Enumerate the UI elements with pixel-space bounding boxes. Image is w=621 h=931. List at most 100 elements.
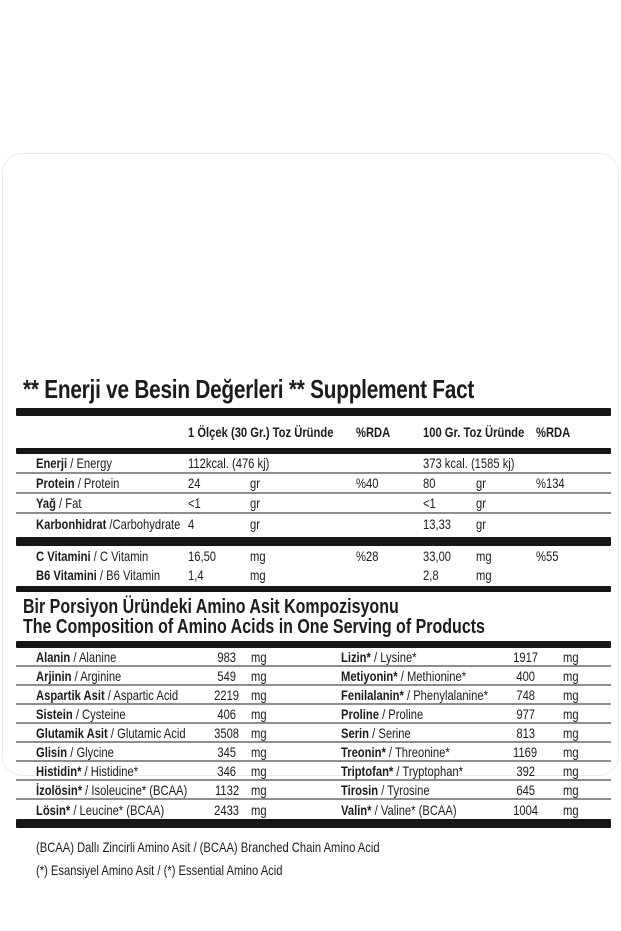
per100-rda [536, 517, 611, 531]
amino-name-right-en: / Methionine* [397, 667, 467, 684]
amino-name-left: Arjinin / Arginine [16, 669, 208, 683]
per100-unit: gr [476, 495, 486, 511]
amino-value-left: 1132 [214, 781, 240, 798]
per100-rda: %55 [536, 547, 559, 564]
amino-heading-tr: Bir Porsiyon Üründeki Amino Asit Kompozi… [23, 596, 399, 618]
per100-unit: gr [476, 516, 486, 532]
serving-unit: gr [250, 495, 260, 511]
amino-unit-right: mg [563, 762, 579, 779]
amino-value-right: 813 [516, 724, 535, 741]
serving-rda: %40 [356, 475, 379, 491]
amino-name-left: Sistein / Cysteine [16, 707, 208, 721]
serving-value: 4 [188, 516, 195, 532]
col-header-per100: 100 Gr. Toz Üründe [423, 424, 525, 440]
per100-value: 2,8 [423, 566, 439, 583]
amino-value-right: 1917 [513, 648, 538, 665]
per100-rda [536, 496, 611, 510]
col-header-serving-rda: %RDA [356, 424, 391, 440]
amino-name-left: Aspartik Asit / Aspartic Acid [16, 688, 208, 702]
amino-name-left-en: / Glycine [67, 743, 114, 760]
amino-name-left: Glisin / Glycine [16, 745, 208, 759]
amino-name-left-en: / Leucine* (BCAA) [70, 801, 165, 818]
per100-unit: mg [476, 566, 492, 583]
amino-name-right-en: / Phenylalanine* [403, 686, 488, 703]
vitamin-row: C Vitamini / C Vitamin 16,50 mg %28 33,0… [16, 546, 611, 565]
amino-unit-left: mg [251, 781, 267, 798]
amino-value-right: 1169 [513, 743, 538, 760]
amino-value-left: 2433 [214, 801, 240, 818]
nutrition-header-row: 1 Ölçek (30 Gr.) Toz Üründe %RDA 100 Gr.… [16, 416, 611, 448]
amino-name-left-tr: Sistein [36, 705, 73, 722]
label-content: ** Enerji ve Besin Değerleri ** Suppleme… [16, 376, 611, 882]
vitamin-rows: C Vitamini / C Vitamin 16,50 mg %28 33,0… [16, 546, 611, 584]
amino-name-left-en: / Aspartic Acid [104, 686, 179, 703]
vitamin-name-en: / B6 Vitamin [96, 566, 161, 583]
nutrition-row: Karbonhidrat /Carbohydrate 4 gr 13,33 gr [16, 514, 611, 534]
serving-value: 24 [188, 475, 201, 491]
amino-value-left: 983 [217, 648, 237, 665]
nutrition-rows: Enerji / Energy 112kcal. (476 kj) 373 kc… [16, 454, 611, 534]
nutrient-name-tr: Protein [36, 475, 75, 491]
amino-name-right-en: / Tyrosine [378, 781, 430, 798]
per100-value: 13,33 [423, 516, 452, 532]
amino-row: Arjinin / Arginine 549 mg Metiyonin* / M… [16, 667, 611, 686]
amino-name-left: Glutamik Asit / Glutamic Acid [16, 726, 208, 740]
amino-unit-right: mg [563, 743, 579, 760]
amino-name-right-tr: Proline [341, 705, 379, 722]
amino-name-left-tr: İzolösin* [36, 781, 83, 798]
serving-rda [356, 456, 423, 470]
amino-name-left-en: / Histidine* [81, 762, 139, 779]
amino-name-left: Alanin / Alanine [16, 650, 208, 664]
nutrition-row: Yağ / Fat <1 gr <1 gr [16, 494, 611, 514]
amino-unit-right: mg [563, 801, 579, 818]
footnote: (BCAA) Dallı Zincirli Amino Asit / (BCAA… [36, 839, 380, 855]
divider-bar-top [16, 408, 611, 416]
serving-unit: gr [250, 516, 260, 532]
serving-rda [356, 517, 423, 531]
amino-name-right-tr: Valin* [341, 801, 372, 818]
label-title: ** Enerji ve Besin Değerleri ** Suppleme… [23, 376, 611, 402]
divider-bar-header [16, 448, 611, 454]
serving-value: 16,50 [188, 547, 217, 564]
amino-name-right: Metiyonin* / Methionine* [325, 669, 493, 683]
nutrient-name: Protein / Protein [16, 476, 188, 490]
nutrient-name-tr: Enerji [36, 455, 68, 471]
amino-name-left-en: / Cysteine [72, 705, 126, 722]
amino-value-left: 346 [217, 762, 237, 779]
nutrient-name-en: / Protein [74, 475, 120, 491]
amino-unit-left: mg [251, 724, 267, 741]
serving-unit: mg [250, 566, 266, 583]
nutrition-row: Protein / Protein 24 gr %40 80 gr %134 [16, 474, 611, 494]
amino-row: İzolösin* / Isoleucine* (BCAA) 1132 mg T… [16, 781, 611, 800]
nutrient-name-tr: Karbonhidrat [36, 516, 107, 532]
amino-name-left: Histidin* / Histidine* [16, 764, 208, 778]
amino-name-right-en: / Lysine* [370, 648, 417, 665]
per100-rda: %134 [536, 475, 565, 491]
amino-unit-left: mg [251, 743, 267, 760]
per100-value: <1 [423, 495, 436, 511]
amino-name-left-tr: Aspartik Asit [36, 686, 105, 703]
label-title-text: ** Enerji ve Besin Değerleri ** Suppleme… [23, 374, 475, 404]
amino-name-left-en: / Arginine [71, 667, 122, 684]
per100-value: 80 [423, 475, 436, 491]
amino-name-left-tr: Arjinin [36, 667, 72, 684]
amino-row: Histidin* / Histidine* 346 mg Triptofan*… [16, 762, 611, 781]
amino-unit-right: mg [563, 724, 579, 741]
amino-row: Aspartik Asit / Aspartic Acid 2219 mg Fe… [16, 686, 611, 705]
footnotes: (BCAA) Dallı Zincirli Amino Asit / (BCAA… [36, 836, 611, 882]
amino-name-right-tr: Tirosin [341, 781, 379, 798]
amino-name-left-en: / Alanine [70, 648, 117, 665]
vitamin-name-en: / C Vitamin [90, 547, 149, 564]
amino-unit-left: mg [251, 648, 267, 665]
vitamin-name-tr: C Vitamini [36, 547, 91, 564]
amino-value-right: 1004 [513, 801, 538, 818]
divider-bar-bottom [16, 819, 611, 828]
amino-unit-right: mg [563, 648, 579, 665]
amino-name-right-en: / Serine [369, 724, 411, 741]
amino-name-right-tr: Treonin* [341, 743, 386, 760]
amino-unit-left: mg [251, 705, 267, 722]
amino-name-left-tr: Glisin [36, 743, 68, 760]
amino-name-left: İzolösin* / Isoleucine* (BCAA) [16, 783, 208, 797]
nutrient-name: Yağ / Fat [16, 496, 188, 510]
